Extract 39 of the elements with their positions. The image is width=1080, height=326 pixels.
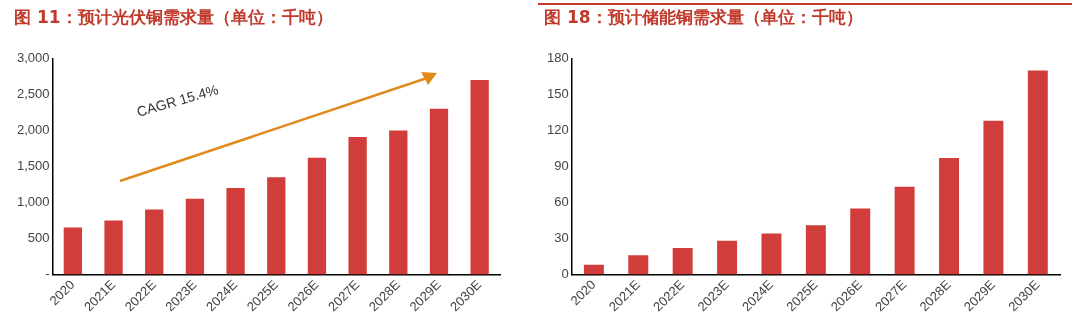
bar bbox=[983, 120, 1004, 275]
y-tick-label: 2,000 bbox=[16, 121, 50, 137]
y-tick-label: - bbox=[45, 265, 50, 281]
bar bbox=[939, 158, 960, 275]
y-tick-label: 30 bbox=[554, 229, 569, 245]
y-tick-label: 0 bbox=[561, 265, 569, 281]
y-tick-label: 90 bbox=[554, 157, 569, 173]
bar bbox=[628, 255, 649, 275]
bar bbox=[470, 80, 489, 275]
bar bbox=[63, 227, 83, 275]
y-tick-label: 60 bbox=[554, 193, 569, 209]
y-tick-label: 2,500 bbox=[16, 85, 50, 101]
annotation: CAGR 15.4% bbox=[134, 81, 221, 120]
bar bbox=[389, 130, 408, 275]
bar bbox=[717, 240, 738, 275]
bar bbox=[307, 157, 327, 275]
y-tick-label: 1,000 bbox=[16, 193, 50, 209]
y-tick-label: 120 bbox=[546, 121, 569, 137]
bar bbox=[185, 198, 205, 275]
bar bbox=[104, 220, 123, 275]
y-tick-label: 3,000 bbox=[16, 49, 50, 65]
y-tick-label: 150 bbox=[546, 85, 569, 101]
chart-title: 图 11：预计光伏铜需求量（单位：千吨） bbox=[14, 6, 333, 27]
bar bbox=[1027, 70, 1048, 275]
chart-title: 图 18：预计储能铜需求量（单位：千吨） bbox=[544, 6, 863, 27]
y-tick-label: 1,500 bbox=[16, 157, 50, 173]
y-tick-label: 180 bbox=[546, 49, 569, 65]
bar bbox=[348, 136, 367, 275]
bar bbox=[894, 186, 915, 275]
bar bbox=[672, 247, 693, 275]
bar bbox=[850, 208, 871, 275]
y-tick-label: 500 bbox=[27, 229, 50, 245]
bar bbox=[805, 225, 826, 275]
bar bbox=[226, 187, 245, 275]
bar bbox=[267, 177, 286, 275]
bar bbox=[429, 108, 449, 275]
bar bbox=[583, 264, 604, 275]
bar bbox=[761, 233, 782, 275]
bar bbox=[145, 209, 164, 275]
